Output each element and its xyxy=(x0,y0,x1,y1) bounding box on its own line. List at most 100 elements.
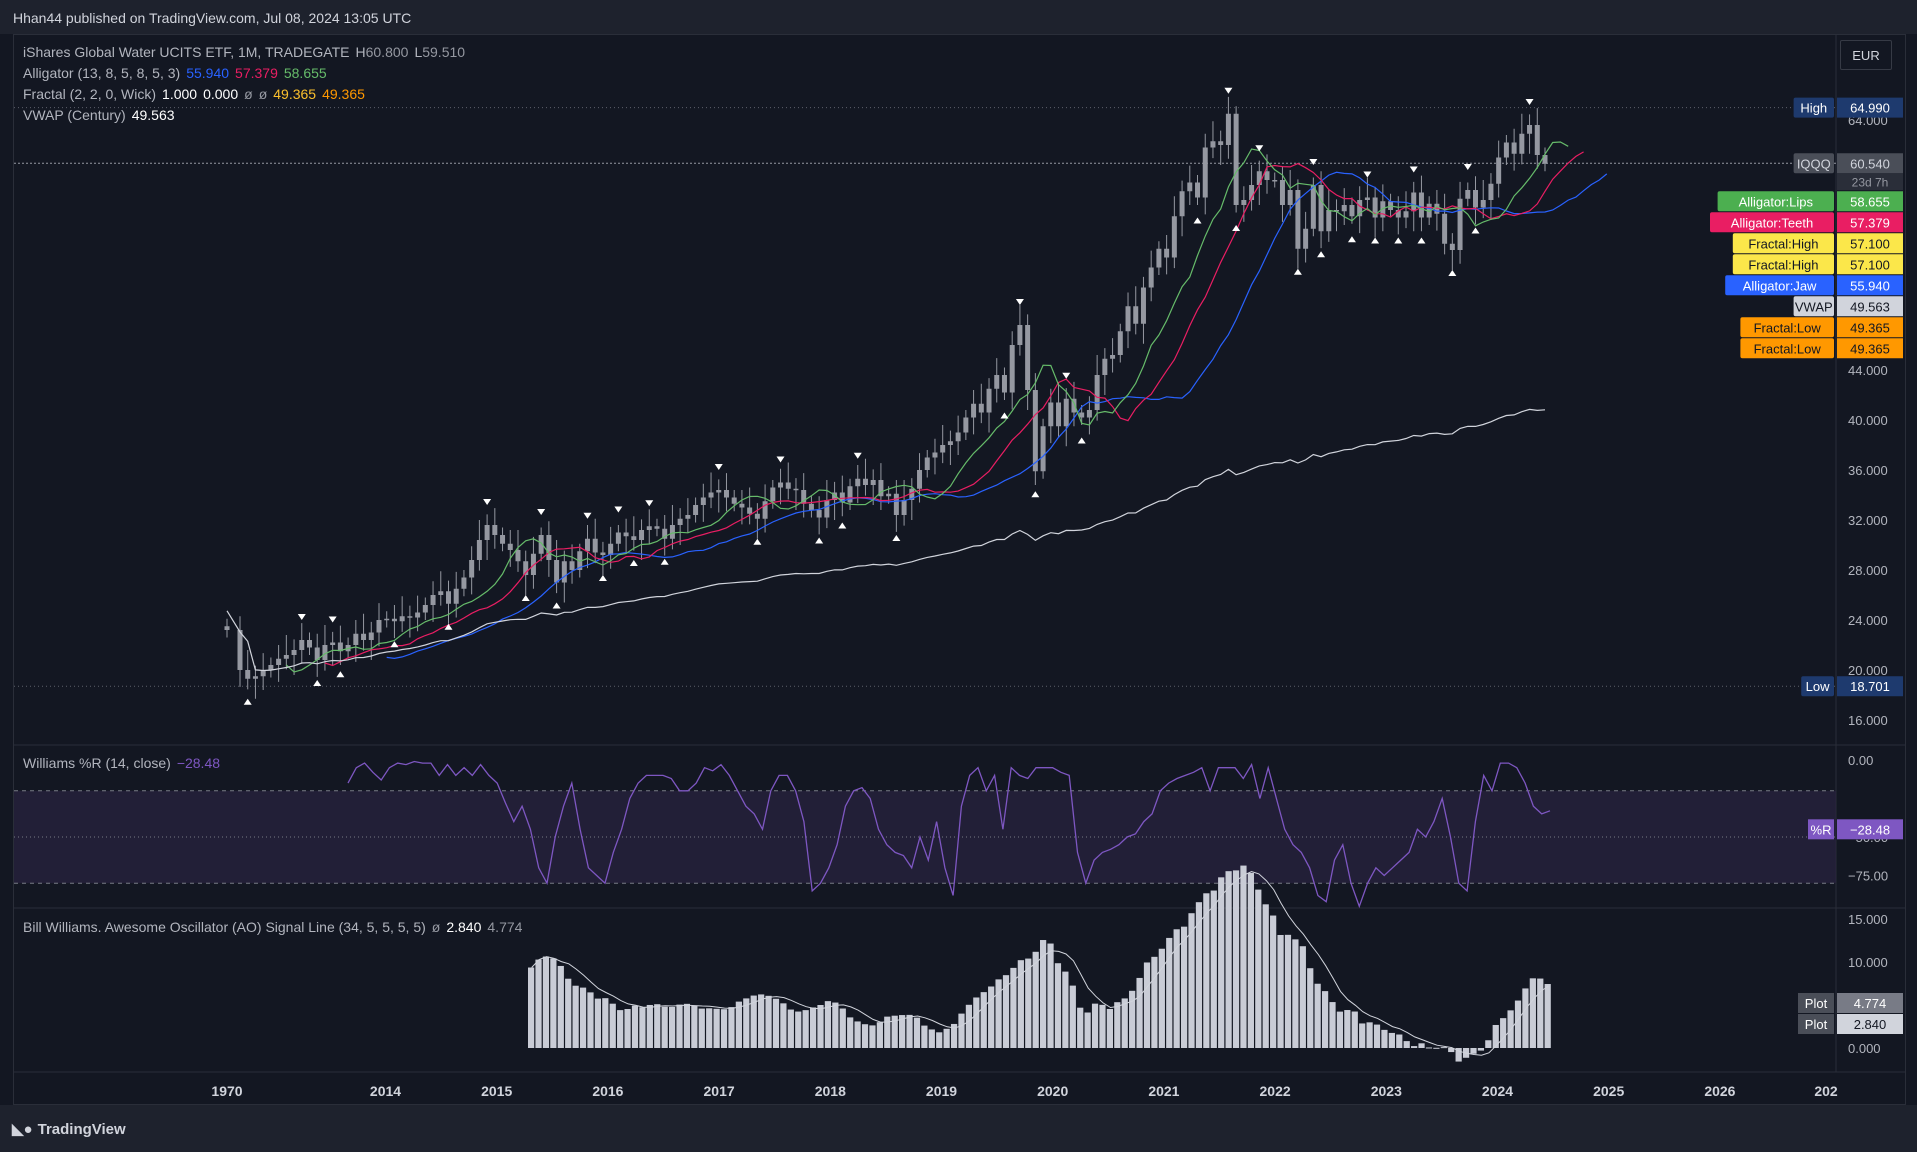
ao-bar xyxy=(1299,946,1306,1048)
candle-body xyxy=(1164,248,1170,258)
chart-frame[interactable] xyxy=(13,34,1906,1105)
ao-bar xyxy=(795,1011,802,1048)
price-tag-name: Fractal:High xyxy=(1748,257,1818,272)
ao-bar xyxy=(1396,1034,1403,1048)
ao-bar xyxy=(802,1010,809,1048)
time-tick-label: 202 xyxy=(1814,1083,1838,1099)
candle-body xyxy=(1496,157,1502,184)
price-tag-badge xyxy=(1740,317,1834,338)
legend-vwap-row[interactable]: VWAP (Century) 49.563 xyxy=(23,107,181,123)
candle-body xyxy=(646,526,652,530)
price-tag-badge xyxy=(1801,676,1834,697)
ao-bar xyxy=(1121,998,1128,1048)
ao-bar xyxy=(1151,956,1158,1048)
candle-body xyxy=(1426,203,1432,218)
candle-body xyxy=(1295,190,1301,249)
price-tag-value: 57.100 xyxy=(1850,257,1890,272)
candle-body xyxy=(917,470,923,489)
candle-body xyxy=(1040,426,1046,472)
ao-bar xyxy=(535,959,542,1048)
candle-body xyxy=(654,526,660,529)
ao-bar xyxy=(557,965,564,1048)
candle-body xyxy=(1233,113,1239,205)
countdown-label: 23d 7h xyxy=(1852,175,1889,189)
ao-bar xyxy=(594,998,602,1048)
ao-bar xyxy=(1010,967,1017,1048)
ao-bar xyxy=(1500,1018,1507,1048)
fractal-low-marker xyxy=(1394,237,1403,244)
tradingview-logo[interactable]: ◣● TradingView xyxy=(12,1120,126,1138)
ao-bar xyxy=(876,1022,883,1048)
price-tag-value: 49.365 xyxy=(1850,341,1890,356)
ao-bar xyxy=(728,1007,735,1048)
candle-body xyxy=(1434,203,1440,214)
candle-body xyxy=(1249,185,1255,200)
ao-bar xyxy=(1091,1003,1099,1048)
candle-body xyxy=(1009,345,1015,393)
candle-body xyxy=(306,640,312,648)
candle-body xyxy=(1086,410,1092,418)
price-tag-value-box xyxy=(1837,254,1903,275)
ao-bar xyxy=(1485,1040,1492,1048)
fractal-high-marker xyxy=(1463,164,1472,170)
price-tag-badge xyxy=(1793,97,1834,118)
candle-body xyxy=(384,618,390,621)
williams-tag-name: %R xyxy=(1811,822,1832,837)
ao-bar xyxy=(1314,983,1321,1048)
ao-bar xyxy=(1166,937,1173,1048)
time-tick-label: 2025 xyxy=(1593,1083,1624,1099)
ao-bar xyxy=(1433,1047,1440,1049)
candle-body xyxy=(940,445,946,453)
ao-bar xyxy=(1099,1004,1106,1048)
ao-tick-label: 0.000 xyxy=(1848,1041,1881,1056)
candle-body xyxy=(438,591,444,595)
candle-body xyxy=(337,642,343,652)
ao-bar xyxy=(698,1008,705,1048)
candle-body xyxy=(1125,306,1131,332)
ao-bar xyxy=(854,1021,861,1048)
candle-body xyxy=(1001,375,1007,393)
candle-body xyxy=(1210,141,1216,148)
ao-bar xyxy=(1329,1002,1336,1048)
candle-body xyxy=(754,513,760,519)
ao-bar xyxy=(617,1010,624,1048)
ao-bar xyxy=(891,1015,898,1048)
ao-bar xyxy=(750,995,757,1048)
candle-body xyxy=(314,647,320,660)
price-tag-name: Fractal:Low xyxy=(1754,320,1822,335)
candle-body xyxy=(561,561,567,583)
fractal-low-marker xyxy=(660,558,669,565)
fractal-high-marker xyxy=(1255,145,1264,152)
candle-body xyxy=(368,632,374,640)
candle-body xyxy=(801,490,807,504)
legend-alligator-jaw: 55.940 xyxy=(186,65,230,81)
candle-body xyxy=(1063,398,1069,427)
ao-bar xyxy=(1373,1024,1381,1048)
legend-alligator-row[interactable]: Alligator (13, 8, 5, 8, 5, 3) 55.940 57.37… xyxy=(23,65,333,81)
candle-body xyxy=(855,478,861,487)
candle-body xyxy=(986,388,992,413)
ao-bar xyxy=(1411,1046,1418,1048)
candle-body xyxy=(554,560,560,583)
price-tag-badge xyxy=(1725,275,1834,296)
legend-ao-row[interactable]: Bill Williams. Awesome Oscillator (AO) S… xyxy=(23,919,528,935)
williams-tag-badge xyxy=(1808,819,1834,840)
candle-body xyxy=(507,543,513,550)
ao-bar xyxy=(921,1025,928,1048)
candle-body xyxy=(461,577,467,589)
candle-body xyxy=(546,535,552,560)
fractal-low-marker xyxy=(243,698,252,705)
candle-body xyxy=(1334,210,1340,212)
price-tag-name: Alligator:Jaw xyxy=(1743,278,1817,293)
ao-bar xyxy=(817,1005,824,1048)
price-tag-name: IQQQ xyxy=(1797,156,1831,171)
time-tick-label: 2016 xyxy=(592,1083,623,1099)
fractal-low-marker xyxy=(598,575,607,581)
legend-williams-row[interactable]: Williams %R (14, close) −28.48 xyxy=(23,755,226,771)
legend-fractal-row[interactable]: Fractal (2, 2, 0, Wick) 1.000 0.000 ø ø 49.36… xyxy=(23,86,371,102)
candle-body xyxy=(1480,200,1486,208)
legend-symbol-row[interactable]: iShares Global Water UCITS ETF, 1M, TRAD… xyxy=(23,44,471,60)
candle-body xyxy=(1527,125,1533,134)
currency-selector[interactable]: EUR xyxy=(1840,40,1892,70)
